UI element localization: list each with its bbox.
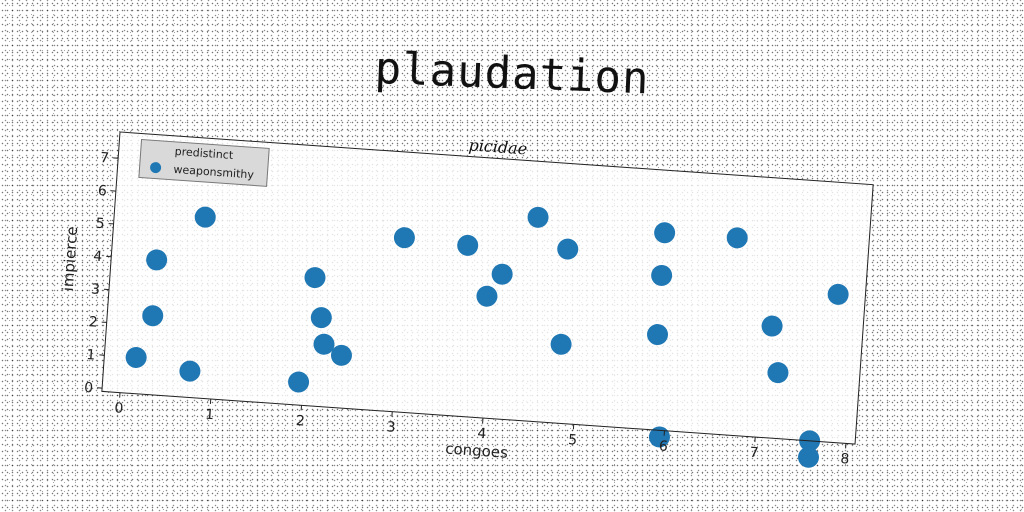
data-point: [557, 238, 579, 260]
y-tick-label: 2: [88, 314, 98, 331]
y-tick-label: 0: [84, 380, 94, 397]
data-point: [476, 285, 498, 307]
data-point: [491, 263, 513, 285]
y-tick-label: 3: [90, 281, 100, 298]
chart-subtitle: picidae: [468, 135, 528, 158]
x-tick-label: 5: [568, 432, 578, 449]
x-tick-label: 1: [205, 407, 215, 424]
data-point: [142, 305, 164, 327]
data-point: [304, 267, 326, 289]
y-tick-label: 5: [95, 216, 105, 233]
data-point: [457, 234, 479, 256]
legend-marker-weaponsmithy: [150, 162, 162, 174]
x-tick-label: 8: [840, 451, 850, 468]
y-axis-ticks: 0 1 2 3 4 5 6 7: [84, 150, 119, 397]
data-point: [146, 249, 168, 271]
x-tick-label: 4: [477, 426, 487, 443]
legend-label-weaponsmithy: weaponsmithy: [173, 163, 255, 182]
data-point: [194, 206, 216, 228]
data-point: [767, 362, 789, 384]
data-points: [125, 206, 849, 468]
data-point: [125, 346, 147, 368]
data-point: [827, 283, 849, 305]
y-tick-label: 4: [93, 249, 103, 266]
y-tick-label: 7: [100, 150, 110, 167]
y-tick-label: 1: [86, 347, 96, 364]
data-point: [527, 206, 549, 228]
x-tick-label: 0: [114, 400, 124, 417]
data-point: [393, 227, 415, 249]
data-point: [761, 315, 783, 337]
x-tick-label: 7: [749, 445, 759, 462]
data-point: [798, 446, 820, 468]
axes-frame: [101, 131, 874, 445]
plot-area: 0 1 2 3 4 5 6 7 8 0 1 2 3 4 5 6 7 picidae congoes impie…: [59, 131, 874, 468]
legend-label-predistinct: predistinct: [174, 145, 234, 162]
x-axis-label: congoes: [445, 439, 509, 461]
data-point: [179, 360, 201, 382]
x-tick-label: 2: [295, 413, 305, 430]
x-axis-ticks: 0 1 2 3 4 5 6 7 8: [114, 392, 850, 468]
data-point: [654, 222, 676, 244]
data-point: [330, 344, 352, 366]
data-point: [310, 307, 332, 329]
x-tick-label: 6: [658, 438, 668, 455]
data-point: [313, 333, 335, 355]
y-axis-label: impierce: [59, 226, 81, 292]
data-point: [288, 371, 310, 393]
data-point: [647, 324, 669, 346]
y-tick-label: 6: [97, 183, 107, 200]
x-tick-label: 3: [386, 419, 396, 436]
data-point: [726, 227, 748, 249]
data-point: [651, 264, 673, 286]
legend: predistinct weaponsmithy: [138, 138, 270, 187]
data-point: [550, 333, 572, 355]
legend-box: [138, 138, 270, 187]
